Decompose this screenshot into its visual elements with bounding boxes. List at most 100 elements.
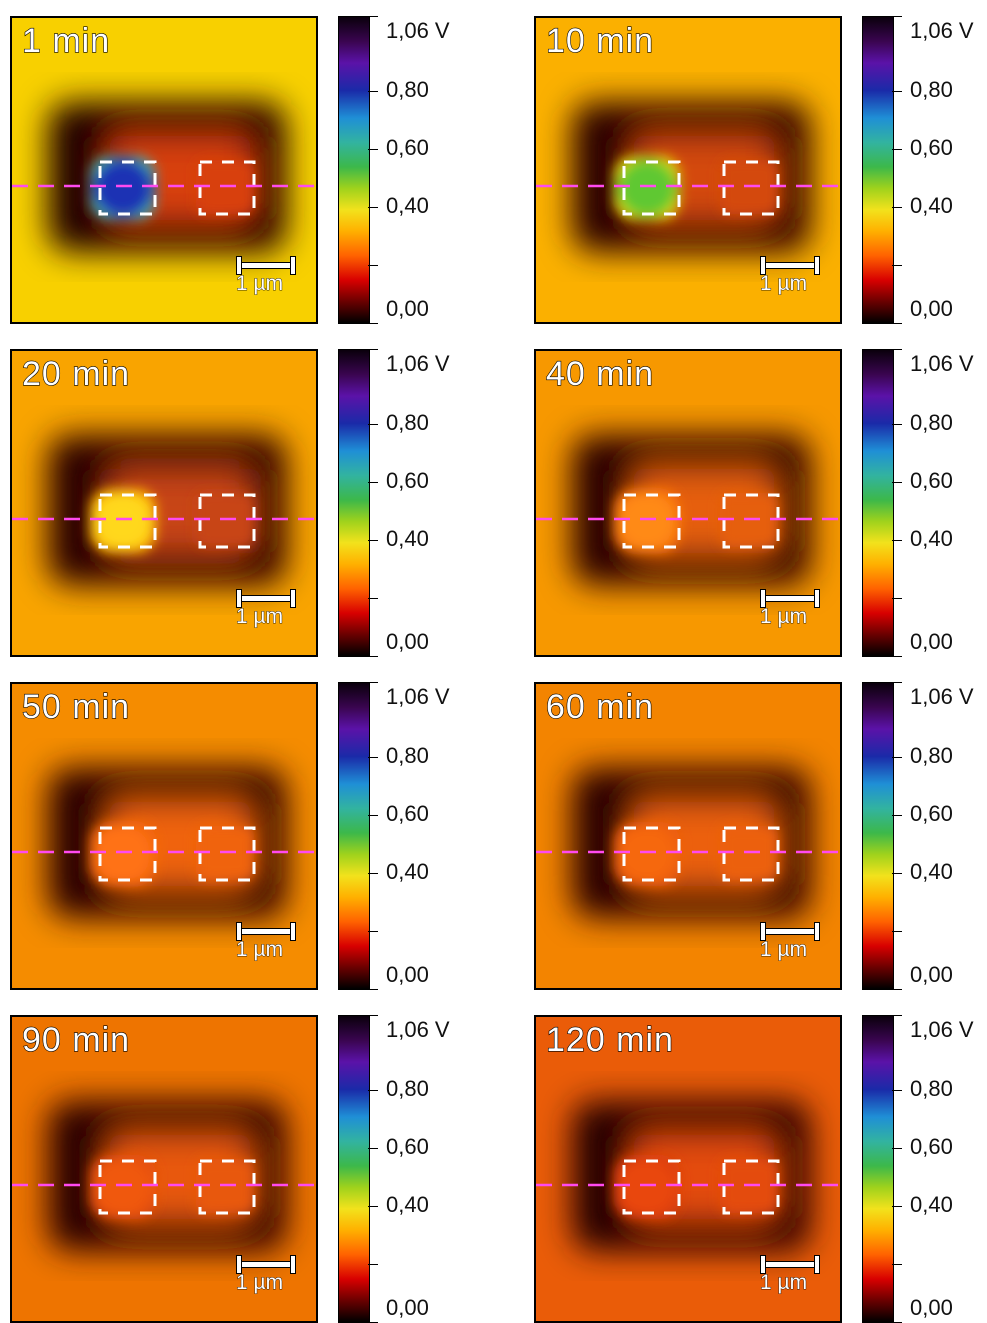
colorbar <box>338 682 370 990</box>
potential-map-image <box>536 1017 840 1321</box>
colorbar-tick <box>368 349 378 350</box>
colorbar-tick <box>368 1090 378 1092</box>
map-panel: 90 min 1 µm <box>10 1015 318 1323</box>
colorbar-label: 0,40 <box>386 526 429 552</box>
colorbar-tick <box>368 815 378 817</box>
colorbar-tick <box>892 349 902 350</box>
scale-bar-line <box>762 262 818 269</box>
colorbar-tick <box>368 540 378 542</box>
colorbar-label: 1,06 V <box>386 351 450 376</box>
map-panel: 1 min 1 µm <box>10 16 318 324</box>
colorbar <box>862 349 894 657</box>
colorbar-label: 1,06 V <box>386 684 450 709</box>
colorbar-label: 1,06 V <box>386 1017 450 1042</box>
potential-map-image <box>12 684 316 988</box>
colorbar-tick <box>892 540 902 542</box>
scale-bar-line <box>762 1261 818 1268</box>
colorbar-label: 0,80 <box>386 77 429 103</box>
colorbar-label: 0,80 <box>910 410 953 436</box>
scale-bar-label: 1 µm <box>236 1271 284 1295</box>
colorbar-label: 0,60 <box>386 1134 429 1160</box>
potential-map-image <box>12 351 316 655</box>
colorbar-label: 1,06 V <box>386 18 450 43</box>
colorbar-tick <box>892 91 902 93</box>
scale-bar-cap-right <box>290 922 296 941</box>
colorbar-label: 0,40 <box>386 193 429 219</box>
map-panel: 20 min 1 µm <box>10 349 318 657</box>
colorbar-label: 0,00 <box>910 1295 953 1320</box>
map-panel: 40 min 1 µm <box>534 349 842 657</box>
colorbar-label: 0,40 <box>386 859 429 885</box>
scale-bar: 1 µm <box>760 256 820 300</box>
scale-bar-label: 1 µm <box>760 605 808 629</box>
colorbar-tick <box>368 91 378 93</box>
colorbar-tick <box>368 873 378 875</box>
scale-bar-cap-left <box>236 922 242 941</box>
colorbar-label: 0,40 <box>910 859 953 885</box>
colorbar-label: 0,80 <box>910 77 953 103</box>
colorbar-tick <box>892 815 902 817</box>
scale-bar-cap-right <box>814 589 820 608</box>
colorbar <box>862 682 894 990</box>
colorbar-tick <box>368 989 378 990</box>
colorbar-label: 0,80 <box>386 1076 429 1102</box>
colorbar-label: 0,00 <box>386 1295 429 1320</box>
map-panel: 120 min 1 µm <box>534 1015 842 1323</box>
colorbar-tick <box>892 682 902 683</box>
colorbar-tick <box>368 207 378 209</box>
colorbar-label: 1,06 V <box>910 351 974 376</box>
scale-bar-label: 1 µm <box>760 938 808 962</box>
colorbar-tick <box>892 873 902 875</box>
colorbar-tick <box>892 482 902 484</box>
scale-bar-cap-left <box>236 589 242 608</box>
map-panel: 60 min 1 µm <box>534 682 842 990</box>
colorbar-tick <box>892 1148 902 1150</box>
potential-map-image <box>536 18 840 322</box>
colorbar <box>338 16 370 324</box>
scale-bar-cap-left <box>760 256 766 275</box>
panel-title: 50 min <box>21 687 131 726</box>
colorbar-tick <box>368 16 378 17</box>
colorbar-label: 0,40 <box>386 1192 429 1218</box>
colorbar-label: 0,60 <box>910 801 953 827</box>
colorbar-label: 0,80 <box>386 410 429 436</box>
colorbar-tick <box>892 656 902 657</box>
colorbar-tick <box>892 16 902 17</box>
scale-bar-line <box>762 928 818 935</box>
colorbar <box>338 349 370 657</box>
colorbar-label: 0,60 <box>386 801 429 827</box>
scale-bar-label: 1 µm <box>236 605 284 629</box>
scale-bar-cap-right <box>290 589 296 608</box>
scale-bar-cap-left <box>760 922 766 941</box>
scale-bar-line <box>238 595 294 602</box>
panel-title: 40 min <box>545 354 655 393</box>
panel-title: 120 min <box>545 1020 674 1059</box>
colorbar-label: 0,00 <box>910 962 953 987</box>
potential-map-image <box>536 351 840 655</box>
scale-bar: 1 µm <box>760 1255 820 1299</box>
colorbar-label: 1,06 V <box>910 18 974 43</box>
colorbar-label: 0,40 <box>910 1192 953 1218</box>
colorbar-tick <box>368 656 378 657</box>
colorbar-tick <box>368 682 378 683</box>
colorbar-label: 0,40 <box>910 193 953 219</box>
scale-bar-cap-left <box>760 1255 766 1274</box>
colorbar-label: 0,60 <box>386 135 429 161</box>
colorbar-tick <box>368 149 378 151</box>
colorbar-tick <box>368 1148 378 1150</box>
colorbar-tick <box>892 1015 902 1016</box>
scale-bar-label: 1 µm <box>236 272 284 296</box>
map-panel: 10 min 1 µm <box>534 16 842 324</box>
colorbar-tick <box>892 931 902 933</box>
potential-map-image <box>12 1017 316 1321</box>
panel-title: 10 min <box>545 21 655 60</box>
colorbar-label: 1,06 V <box>910 684 974 709</box>
colorbar-tick <box>892 207 902 209</box>
colorbar-label: 0,00 <box>386 629 429 654</box>
scale-bar-label: 1 µm <box>236 938 284 962</box>
colorbar-tick <box>368 265 378 267</box>
colorbar-tick <box>892 265 902 267</box>
colorbar-label: 0,60 <box>386 468 429 494</box>
panel-title: 90 min <box>21 1020 131 1059</box>
potential-map-image <box>536 684 840 988</box>
